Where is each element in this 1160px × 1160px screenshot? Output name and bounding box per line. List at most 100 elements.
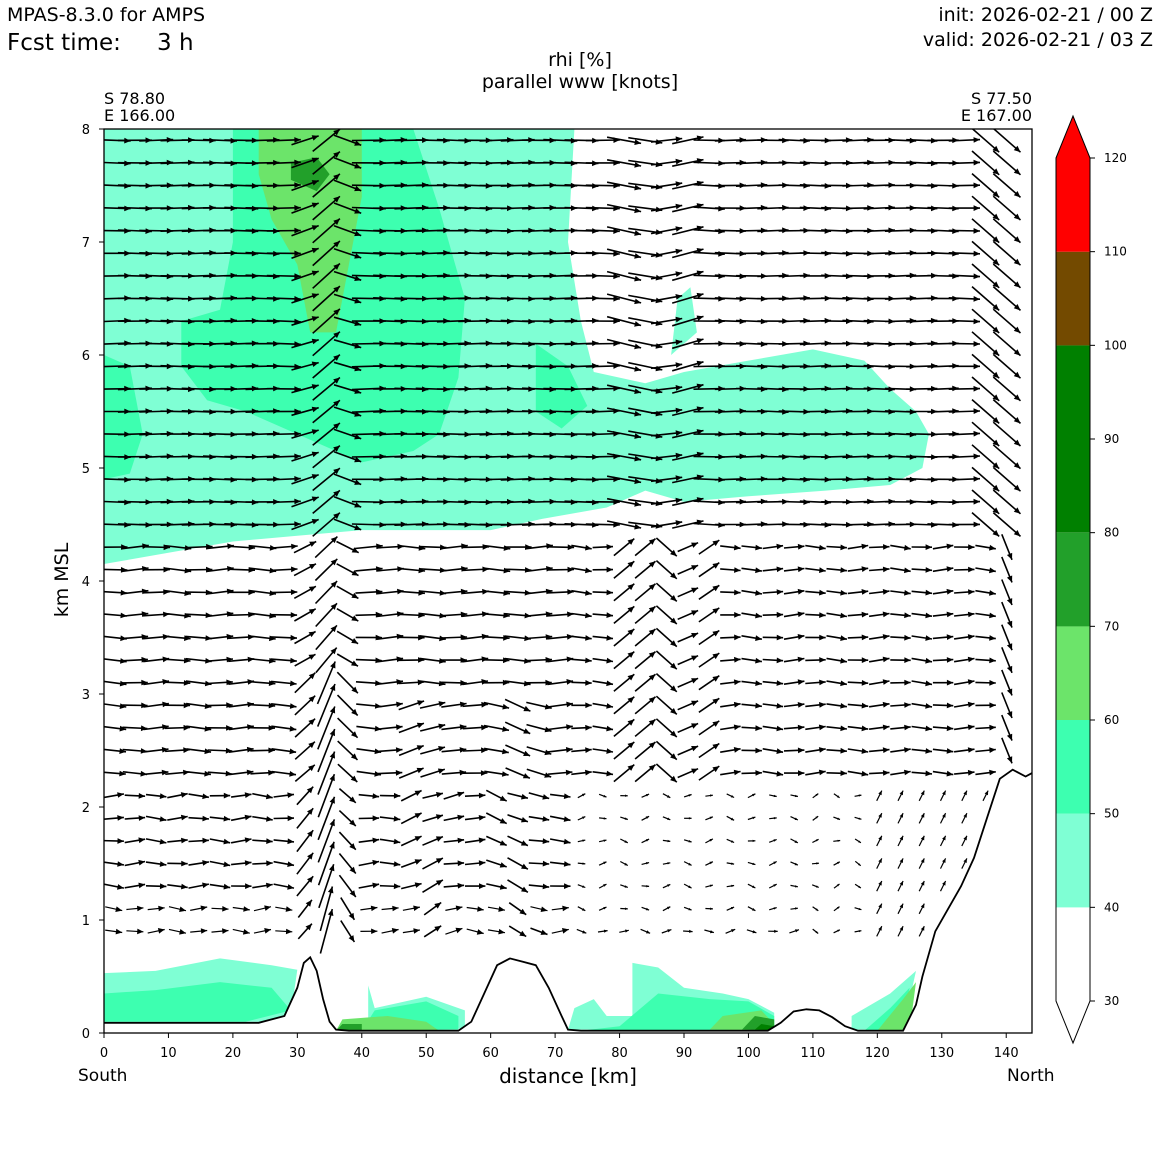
wind-vector-359 bbox=[826, 747, 847, 754]
wind-vector-307 bbox=[613, 763, 635, 783]
wind-vector-38 bbox=[918, 925, 925, 937]
wind-vector-300 bbox=[462, 770, 488, 776]
wind-vector-1322 bbox=[266, 227, 301, 234]
wind-vector-746 bbox=[826, 544, 847, 551]
wind-vector-1208 bbox=[585, 295, 620, 302]
wind-vector-182 bbox=[598, 839, 607, 843]
wind-vector-60 bbox=[551, 905, 569, 912]
wind-vector-32 bbox=[789, 929, 800, 934]
wind-vector-148 bbox=[747, 861, 756, 866]
wind-vector-694 bbox=[634, 560, 657, 579]
wind-vector-698 bbox=[720, 567, 741, 573]
wind-vector-728 bbox=[440, 543, 468, 550]
wind-vector-743 bbox=[762, 543, 784, 550]
wind-vector-763 bbox=[266, 521, 301, 527]
wind-vector-1108 bbox=[291, 338, 319, 349]
wind-vector-495 bbox=[975, 680, 996, 686]
wind-vector-437 bbox=[655, 695, 678, 715]
wind-vector-680 bbox=[336, 563, 359, 577]
wind-vector-1225 bbox=[948, 296, 981, 302]
wind-vector-577 bbox=[890, 634, 911, 641]
wind-vector-103 bbox=[641, 885, 650, 888]
wind-vector-652 bbox=[655, 582, 678, 602]
wind-vector-290 bbox=[250, 769, 275, 776]
wind-vector-611 bbox=[698, 607, 720, 623]
wind-vector-384 bbox=[441, 724, 467, 731]
wind-vector-342 bbox=[462, 747, 488, 754]
wind-vector-55 bbox=[445, 905, 463, 911]
wind-vector-323 bbox=[954, 769, 975, 776]
wind-vector-84 bbox=[231, 883, 252, 889]
wind-vector-615 bbox=[783, 611, 805, 618]
wind-vector-102 bbox=[620, 884, 628, 888]
wind-vector-70 bbox=[769, 907, 777, 911]
wind-vector-238 bbox=[918, 812, 925, 824]
wind-vector-1150 bbox=[266, 318, 301, 325]
wind-vector-169 bbox=[317, 819, 336, 863]
colorbar-tick-label-100: 100 bbox=[1104, 338, 1127, 352]
wind-vector-165 bbox=[230, 837, 252, 844]
wind-vector-1182 bbox=[948, 318, 981, 325]
wind-vector-865 bbox=[606, 475, 642, 485]
wind-vector-614 bbox=[762, 611, 784, 618]
wind-vector-211 bbox=[338, 810, 357, 827]
wind-vector-157 bbox=[939, 858, 947, 869]
wind-vector-72 bbox=[812, 906, 819, 912]
wind-vector-808 bbox=[312, 489, 341, 515]
wind-vector-537 bbox=[953, 656, 975, 663]
wind-vector-667 bbox=[975, 589, 996, 596]
wind-vector-446 bbox=[847, 702, 869, 709]
wind-vector-320 bbox=[890, 769, 911, 776]
wind-vector-700 bbox=[762, 566, 784, 573]
wind-vector-418 bbox=[249, 702, 276, 709]
wind-vector-471 bbox=[462, 679, 489, 686]
wind-vector-511 bbox=[398, 657, 425, 663]
wind-vector-86 bbox=[273, 883, 295, 890]
wind-vector-1196 bbox=[333, 293, 362, 304]
wind-vector-389 bbox=[547, 724, 573, 731]
wind-vector-193 bbox=[833, 839, 841, 842]
wind-vector-7 bbox=[253, 928, 272, 934]
wind-vector-910 bbox=[650, 452, 683, 460]
wind-vector-215 bbox=[422, 814, 444, 823]
wind-vector-145 bbox=[683, 861, 692, 866]
wind-vector-525 bbox=[698, 652, 720, 668]
wind-vector-1237 bbox=[291, 270, 319, 282]
wind-vector-1252 bbox=[606, 270, 642, 282]
wind-vector-461 bbox=[249, 680, 276, 686]
wind-vector-121 bbox=[167, 860, 188, 867]
wind-vector-132 bbox=[400, 859, 422, 868]
wind-vector-622 bbox=[932, 611, 954, 618]
wind-vector-1010 bbox=[948, 408, 981, 414]
wind-vector-849 bbox=[266, 476, 301, 482]
wind-vector-1169 bbox=[671, 315, 704, 327]
wind-vector-570 bbox=[741, 635, 763, 641]
wind-vector-309 bbox=[655, 763, 678, 783]
wind-vector-354 bbox=[720, 747, 741, 753]
wind-vector-723 bbox=[336, 540, 360, 554]
wind-vector-214 bbox=[400, 812, 422, 825]
wind-vector-242 bbox=[124, 793, 146, 799]
wind-vector-504 bbox=[249, 657, 276, 664]
colorbar-tick-label-80: 80 bbox=[1104, 526, 1119, 540]
wind-vector-245 bbox=[188, 793, 210, 800]
wind-vector-286 bbox=[165, 769, 190, 776]
wind-vector-1021 bbox=[266, 386, 301, 392]
wind-vector-118 bbox=[104, 861, 125, 867]
wind-vector-180 bbox=[549, 838, 571, 845]
wind-vector-36 bbox=[876, 925, 883, 937]
wind-vector-1409 bbox=[291, 179, 319, 192]
wind-vector-168 bbox=[296, 829, 314, 853]
wind-vector-8 bbox=[275, 928, 293, 935]
wind-vector-520 bbox=[592, 657, 614, 664]
wind-vector-467 bbox=[377, 679, 404, 685]
wind-vector-163 bbox=[188, 837, 209, 844]
wind-vector-147 bbox=[726, 862, 735, 865]
wind-vector-510 bbox=[376, 656, 404, 663]
wind-vector-251 bbox=[317, 773, 336, 818]
wind-vector-252 bbox=[338, 787, 357, 804]
wind-vector-568 bbox=[698, 629, 720, 646]
wind-vector-1053 bbox=[948, 385, 981, 392]
wind-vector-403 bbox=[847, 725, 869, 732]
y-tick-label-4: 4 bbox=[82, 575, 90, 590]
